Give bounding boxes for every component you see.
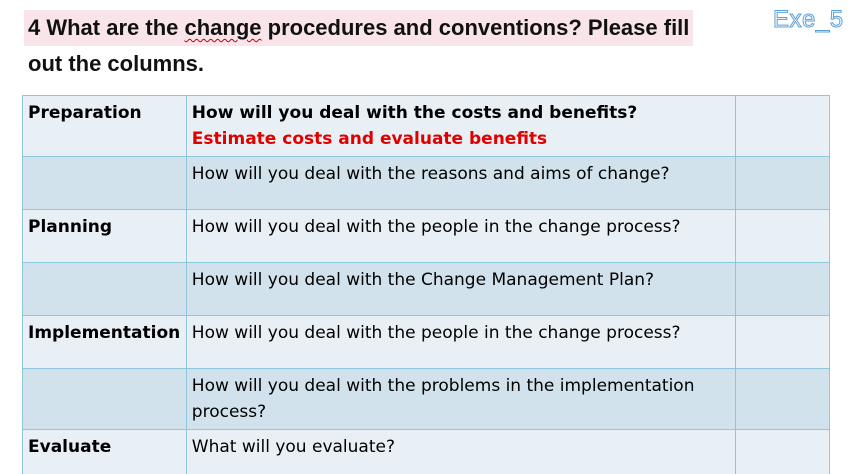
table-row: Implementation How will you deal with th… — [22, 315, 831, 369]
question-cell: How will you deal with the people in the… — [185, 315, 736, 369]
phase-cell — [22, 156, 187, 210]
title-text-start: 4 What are the — [28, 15, 185, 40]
question-text: How will you deal with the costs and ben… — [191, 103, 638, 123]
notes-cell[interactable] — [734, 262, 831, 316]
table-row: How will you deal with the problems in t… — [22, 368, 831, 430]
table-row: Evaluate What will you evaluate? — [22, 429, 831, 474]
question-cell: How will you deal with the Change Manage… — [185, 262, 736, 316]
exercise-tag: Exe_5 — [773, 6, 844, 34]
phase-cell — [22, 262, 187, 316]
notes-cell[interactable] — [734, 209, 831, 263]
title-text-end: procedures and conventions? Please fill — [261, 15, 690, 40]
table-row: Planning How will you deal with the peop… — [22, 209, 831, 263]
notes-cell[interactable] — [734, 95, 831, 157]
notes-cell[interactable] — [734, 368, 831, 430]
question-cell: How will you deal with the reasons and a… — [185, 156, 736, 210]
question-cell: How will you deal with the people in the… — [185, 209, 736, 263]
title-line-1: 4 What are the change procedures and con… — [24, 10, 694, 46]
table-row: How will you deal with the Change Manage… — [22, 262, 831, 316]
phase-cell: Evaluate — [22, 429, 187, 474]
question-cell: How will you deal with the costs and ben… — [185, 95, 736, 157]
phase-cell: Preparation — [22, 95, 187, 157]
table-row: Preparation How will you deal with the c… — [22, 95, 831, 157]
phase-cell: Planning — [22, 209, 187, 263]
phase-cell — [22, 368, 187, 430]
answer-hint: Estimate costs and evaluate benefits — [191, 129, 548, 149]
question-cell: What will you evaluate? — [185, 429, 736, 474]
procedures-table: Preparation How will you deal with the c… — [22, 95, 831, 474]
table-row: How will you deal with the reasons and a… — [22, 156, 831, 210]
question-title: 4 What are the change procedures and con… — [24, 10, 764, 82]
title-line-2: out the columns. — [28, 51, 204, 76]
notes-cell[interactable] — [734, 315, 831, 369]
spellcheck-flagged-word: change — [184, 15, 262, 40]
notes-cell[interactable] — [734, 429, 831, 474]
notes-cell[interactable] — [734, 156, 831, 210]
phase-cell: Implementation — [22, 315, 187, 369]
question-cell: How will you deal with the problems in t… — [185, 368, 736, 430]
